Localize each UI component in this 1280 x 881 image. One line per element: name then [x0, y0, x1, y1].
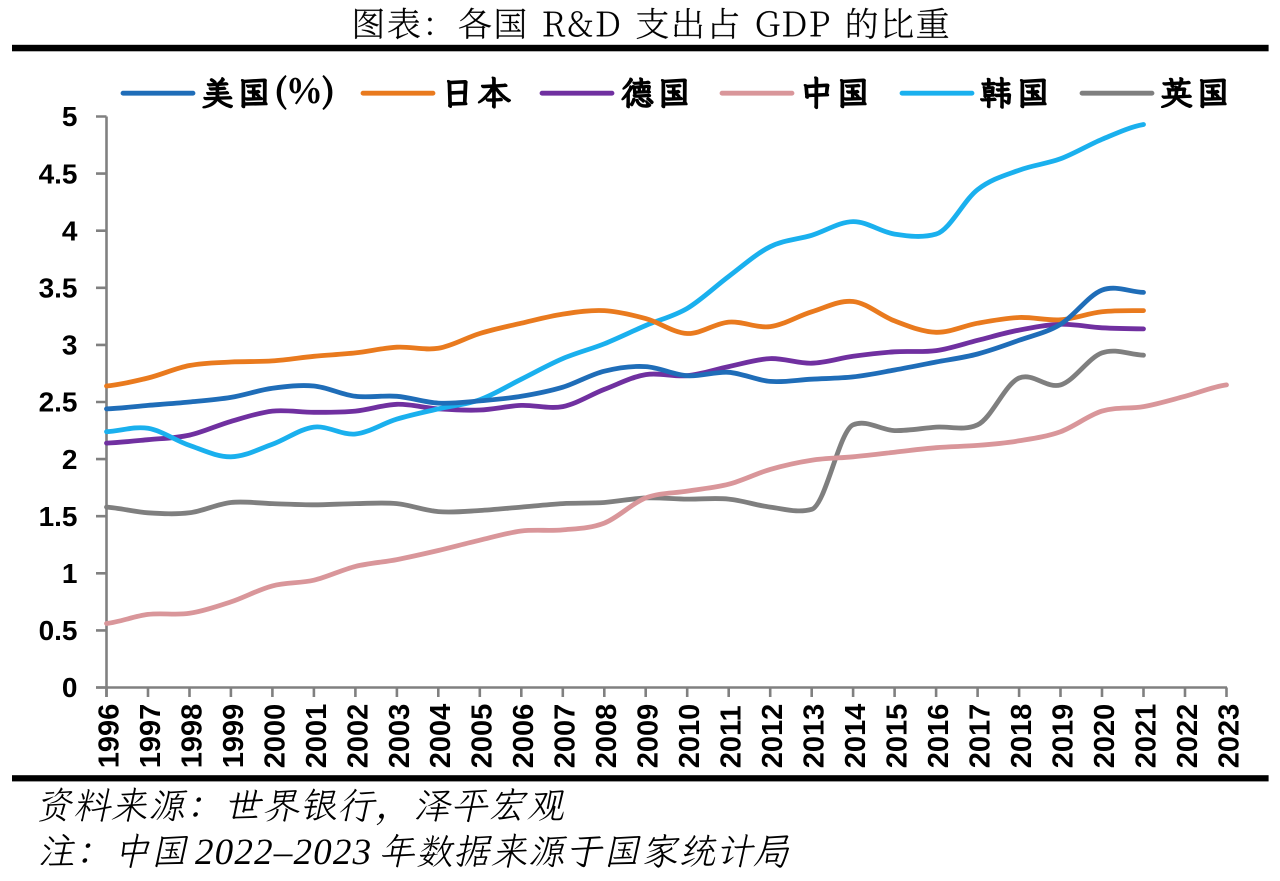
svg-text:2015: 2015 [882, 704, 914, 769]
svg-text:2006: 2006 [508, 704, 540, 769]
svg-text:2021: 2021 [1130, 704, 1162, 769]
svg-text:5: 5 [62, 101, 78, 132]
svg-text:2001: 2001 [301, 704, 333, 769]
svg-text:2005: 2005 [467, 704, 499, 769]
svg-text:2016: 2016 [923, 704, 955, 769]
svg-text:2022: 2022 [1172, 704, 1204, 769]
svg-text:2020: 2020 [1089, 704, 1121, 769]
svg-text:2010: 2010 [674, 704, 706, 769]
svg-text:2.5: 2.5 [39, 387, 78, 418]
svg-text:1999: 1999 [218, 704, 250, 769]
svg-text:1996: 1996 [93, 704, 125, 769]
svg-text:2019: 2019 [1047, 704, 1079, 769]
svg-text:4: 4 [62, 215, 78, 246]
svg-text:1: 1 [62, 558, 78, 589]
svg-text:3.5: 3.5 [39, 273, 78, 304]
svg-text:2012: 2012 [757, 704, 789, 769]
svg-text:1997: 1997 [135, 704, 167, 769]
svg-text:1.5: 1.5 [39, 501, 78, 532]
svg-text:4.5: 4.5 [39, 158, 78, 189]
svg-text:2008: 2008 [591, 704, 623, 769]
svg-text:2017: 2017 [965, 704, 997, 769]
svg-text:2003: 2003 [384, 704, 416, 769]
svg-text:1998: 1998 [176, 704, 208, 769]
svg-text:2002: 2002 [342, 704, 374, 769]
svg-text:2023: 2023 [1213, 704, 1245, 769]
svg-text:2007: 2007 [550, 704, 582, 769]
svg-text:2000: 2000 [259, 704, 291, 769]
svg-text:2: 2 [62, 444, 78, 475]
svg-text:2018: 2018 [1006, 704, 1038, 769]
svg-text:2009: 2009 [633, 704, 665, 769]
svg-text:2011: 2011 [716, 705, 748, 768]
svg-text:0: 0 [62, 672, 78, 703]
svg-text:2014: 2014 [840, 704, 872, 769]
svg-text:3: 3 [62, 330, 78, 361]
svg-text:0.5: 0.5 [39, 615, 78, 646]
svg-text:2013: 2013 [799, 704, 831, 769]
svg-text:2004: 2004 [425, 704, 457, 769]
